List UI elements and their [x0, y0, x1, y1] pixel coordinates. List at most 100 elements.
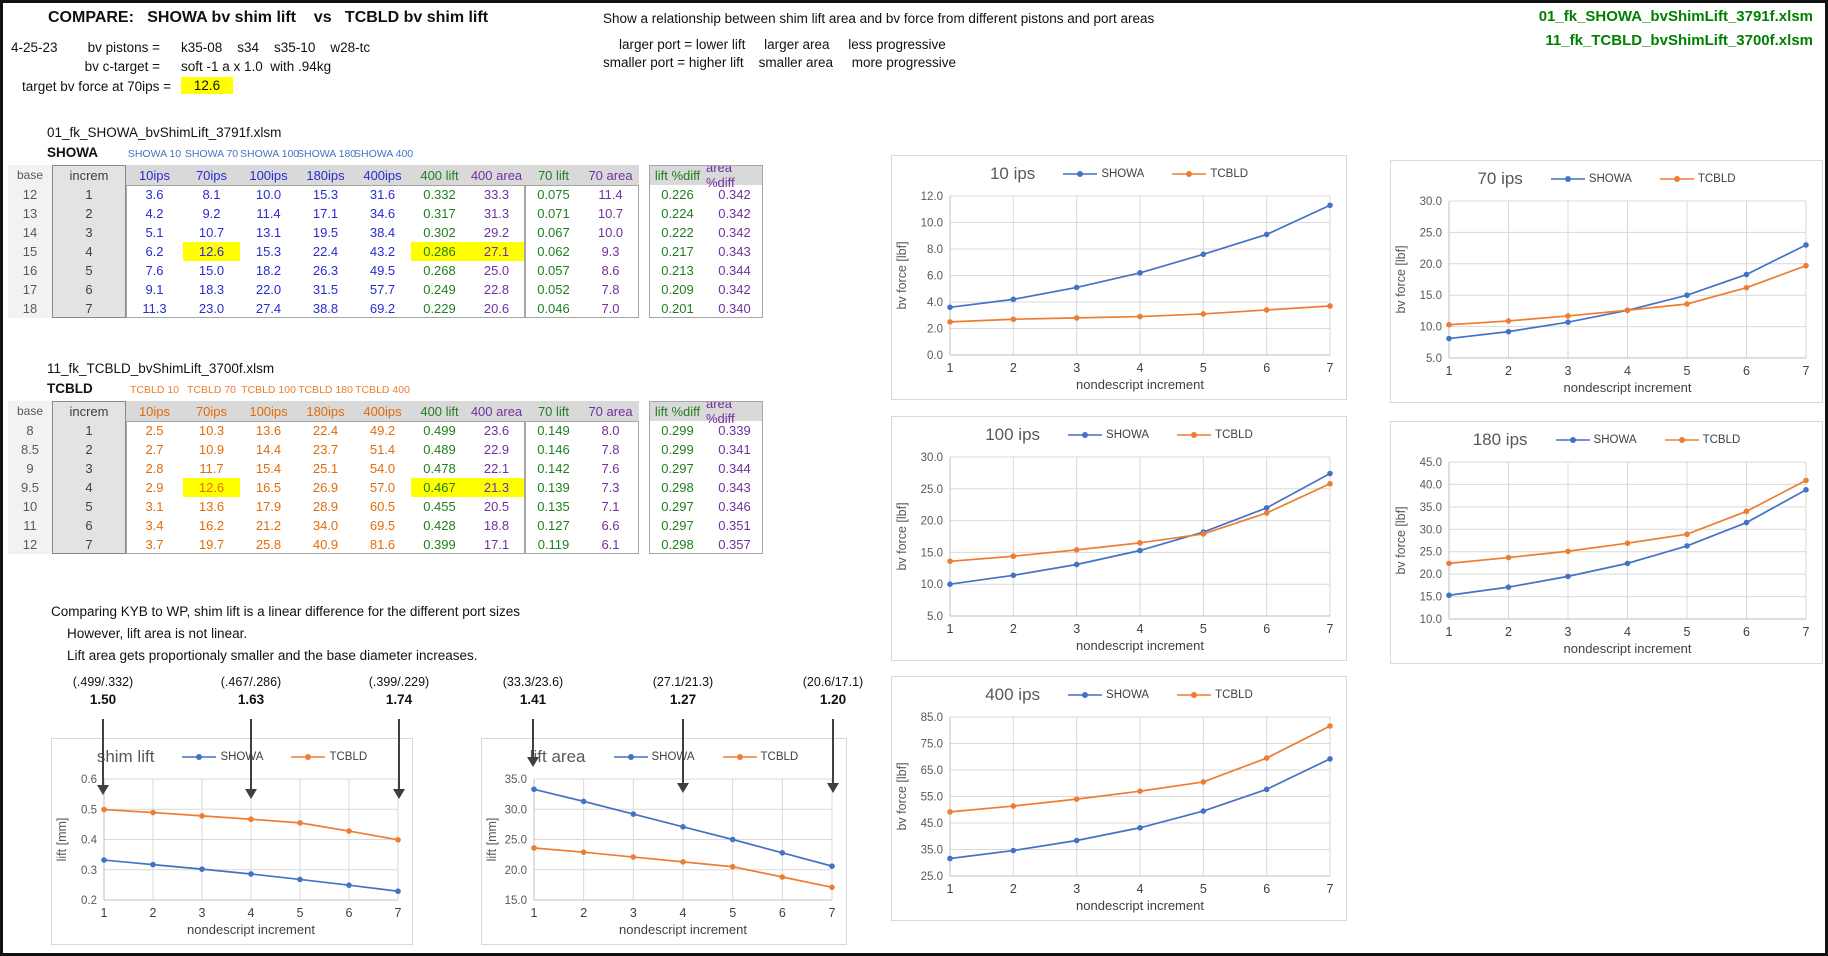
table-cell[interactable]: 19.7: [198, 537, 225, 552]
table-cell[interactable]: 0.119: [537, 537, 570, 552]
table-cell[interactable]: 14.4: [255, 442, 282, 457]
table-cell[interactable]: 6: [52, 516, 126, 535]
table-cell[interactable]: 5: [52, 261, 126, 280]
table-cell[interactable]: 0.299: [661, 442, 694, 457]
table-cell[interactable]: 7.8: [601, 282, 620, 297]
table-cell[interactable]: 11.7: [199, 461, 224, 476]
table-cell[interactable]: 0.343: [718, 244, 751, 259]
table-cell[interactable]: 9: [8, 459, 52, 478]
table-cell[interactable]: 22.8: [483, 282, 510, 297]
table-cell[interactable]: 25.0: [483, 263, 510, 278]
table-cell[interactable]: 0.226: [661, 187, 694, 202]
table-cell[interactable]: 0.201: [661, 301, 694, 316]
table-cell[interactable]: 0.062: [537, 244, 570, 259]
table-cell[interactable]: 69.2: [369, 301, 396, 316]
table-cell[interactable]: 11.4: [256, 206, 281, 221]
table-cell[interactable]: 6: [52, 280, 126, 299]
table-cell[interactable]: 34.0: [312, 518, 339, 533]
table-cell[interactable]: 22.0: [255, 282, 282, 297]
table-cell[interactable]: 0.127: [537, 518, 570, 533]
table-cell[interactable]: 7.6: [145, 263, 164, 278]
table-cell[interactable]: 0.268: [423, 263, 456, 278]
table-cell[interactable]: 7: [52, 299, 126, 318]
table-cell[interactable]: 0.297: [661, 518, 694, 533]
table-cell[interactable]: 19.5: [312, 225, 339, 240]
table-cell[interactable]: 10: [8, 497, 52, 516]
table-cell[interactable]: 26.9: [312, 480, 339, 495]
table-cell[interactable]: 5.1: [145, 225, 164, 240]
table-cell[interactable]: 9.3: [601, 244, 620, 259]
table-cell[interactable]: 0.298: [661, 537, 694, 552]
table-cell[interactable]: 15.4: [255, 461, 282, 476]
table-cell[interactable]: 3: [52, 223, 126, 242]
table-cell[interactable]: 17.1: [312, 206, 339, 221]
table-cell[interactable]: 0.341: [718, 442, 751, 457]
table-cell[interactable]: 0.344: [718, 263, 751, 278]
table-cell[interactable]: 11: [8, 516, 52, 535]
chart-180-ips[interactable]: 180 ips SHOWA TCBLD 10.0 15.0 20.0 25.0 30.0 35.…: [1390, 421, 1823, 664]
table-cell[interactable]: 28.9: [312, 499, 339, 514]
table-cell[interactable]: 13.6: [198, 499, 225, 514]
table-cell[interactable]: 23.0: [198, 301, 225, 316]
highlighted-cell[interactable]: 12.6: [183, 478, 240, 497]
table-cell[interactable]: 0.146: [537, 442, 570, 457]
table-cell[interactable]: 7.0: [601, 301, 620, 316]
table-cell[interactable]: 22.4: [312, 244, 339, 259]
table-cell[interactable]: 11.4: [598, 187, 623, 202]
table-cell[interactable]: 6.1: [601, 537, 620, 552]
table-cell[interactable]: 0.052: [537, 282, 570, 297]
chart-10-ips[interactable]: 10 ips SHOWA TCBLD 0.0 2.0 4.0 6.0 8.0 10.0 12.0 1…: [891, 155, 1347, 400]
table-cell[interactable]: 0.351: [718, 518, 751, 533]
table-cell[interactable]: 31.5: [312, 282, 339, 297]
highlighted-cell[interactable]: 0.467: [411, 478, 468, 497]
table-cell[interactable]: 0.075: [537, 187, 570, 202]
table-cell[interactable]: 25.1: [312, 461, 339, 476]
table-cell[interactable]: 0.342: [718, 206, 751, 221]
table-cell[interactable]: 0.499: [423, 423, 456, 438]
table-cell[interactable]: 0.428: [423, 518, 456, 533]
table-cell[interactable]: 1: [52, 421, 126, 440]
table-cell[interactable]: 15: [8, 242, 52, 261]
table-cell[interactable]: 0.399: [423, 537, 456, 552]
table-cell[interactable]: 2.5: [145, 423, 164, 438]
table-cell[interactable]: 13.6: [255, 423, 282, 438]
table-cell[interactable]: 0.332: [423, 187, 456, 202]
table-cell[interactable]: 51.4: [369, 442, 396, 457]
table-cell[interactable]: 0.299: [661, 423, 694, 438]
table-cell[interactable]: 0.489: [423, 442, 456, 457]
table-cell[interactable]: 9.2: [202, 206, 221, 221]
table-cell[interactable]: 25.8: [255, 537, 282, 552]
table-cell[interactable]: 0.317: [423, 206, 456, 221]
table-cell[interactable]: 49.5: [369, 263, 396, 278]
table-cell[interactable]: 0.478: [423, 461, 456, 476]
table-cell[interactable]: 2: [52, 440, 126, 459]
table-cell[interactable]: 21.2: [255, 518, 282, 533]
chart-100-ips[interactable]: 100 ips SHOWA TCBLD 5.0 10.0 15.0 20.0 25.0 30.0…: [891, 416, 1347, 661]
table-cell[interactable]: 0.340: [718, 301, 751, 316]
table-cell[interactable]: 0.057: [537, 263, 570, 278]
table-cell[interactable]: 0.297: [661, 499, 694, 514]
table-cell[interactable]: 33.3: [483, 187, 510, 202]
table-cell[interactable]: 7.1: [601, 499, 620, 514]
table-cell[interactable]: 38.4: [369, 225, 396, 240]
table-cell[interactable]: 8.0: [601, 423, 620, 438]
table-cell[interactable]: 0.135: [537, 499, 570, 514]
table-cell[interactable]: 0.342: [718, 282, 751, 297]
table-cell[interactable]: 0.213: [661, 263, 694, 278]
table-cell[interactable]: 8.5: [8, 440, 52, 459]
table-cell[interactable]: 13: [8, 204, 52, 223]
table-cell[interactable]: 3: [52, 459, 126, 478]
table-cell[interactable]: 26.3: [312, 263, 339, 278]
table-cell[interactable]: 2.9: [145, 480, 164, 495]
table-cell[interactable]: 0.046: [537, 301, 570, 316]
table-cell[interactable]: 27.4: [255, 301, 282, 316]
table-cell[interactable]: 0.222: [661, 225, 694, 240]
table-cell[interactable]: 17.1: [483, 537, 510, 552]
table-cell[interactable]: 13.1: [255, 225, 282, 240]
highlighted-cell[interactable]: 0.286: [411, 242, 468, 261]
table-cell[interactable]: 8.6: [601, 263, 620, 278]
table-cell[interactable]: 0.342: [718, 225, 751, 240]
table-cell[interactable]: 22.9: [483, 442, 510, 457]
highlighted-cell[interactable]: 21.3: [468, 478, 525, 497]
table-cell[interactable]: 7.3: [601, 480, 620, 495]
